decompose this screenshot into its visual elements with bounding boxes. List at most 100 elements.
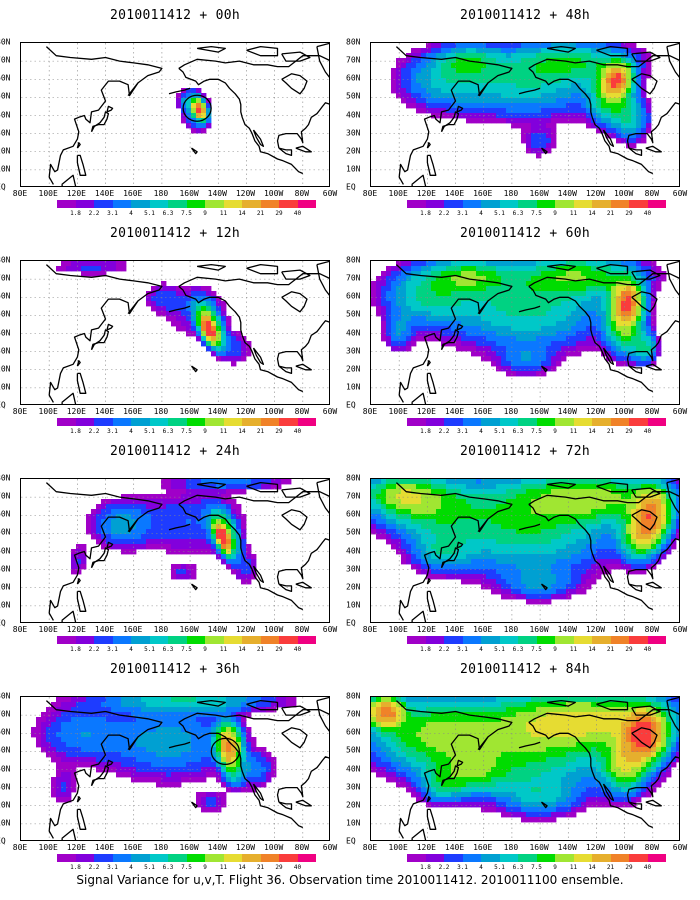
lon-tick-label: 80W	[644, 189, 660, 198]
coastline	[546, 263, 576, 271]
colorbar-swatch	[260, 200, 279, 208]
colorbar-swatch	[297, 418, 316, 426]
coastline	[278, 583, 293, 593]
colorbar-swatch	[444, 200, 463, 208]
colorbar-swatch	[425, 636, 444, 644]
colorbar-swatch	[279, 636, 298, 644]
lat-tick-label: 30N	[346, 346, 361, 356]
colorbar-swatch	[279, 418, 298, 426]
lon-tick-label: 80E	[12, 407, 28, 416]
colorbar-swatch	[112, 636, 131, 644]
lon-tick-label: 80W	[294, 407, 310, 416]
colorbar-label: 5.1	[494, 428, 505, 435]
colorbar-swatch	[75, 636, 94, 644]
map-canvas	[21, 261, 329, 404]
colorbar-label: 9	[203, 428, 207, 435]
lon-tick-label: 100E	[388, 189, 408, 198]
colorbar-swatch	[462, 854, 481, 862]
colorbar-swatch	[647, 854, 666, 862]
coastline	[61, 610, 77, 622]
colorbar-swatch	[168, 200, 187, 208]
coastline	[440, 547, 460, 569]
colorbar-label: 14	[238, 428, 246, 435]
coastline	[246, 263, 279, 275]
coastline	[127, 82, 139, 96]
coastline	[626, 538, 679, 585]
lon-tick-label: 160E	[123, 407, 143, 416]
colorbar-swatch	[242, 854, 261, 862]
coastline	[252, 129, 265, 147]
coastline	[626, 756, 679, 803]
lon-tick-label: 120W	[235, 625, 256, 634]
lon-tick-label: 120E	[416, 625, 436, 634]
lon-tick-label: 60W	[672, 843, 688, 852]
lon-tick-label: 140W	[557, 407, 577, 416]
colorbar-swatch	[205, 200, 224, 208]
coastline	[440, 329, 460, 351]
coastline	[190, 583, 198, 591]
lon-tick-label: 100E	[388, 843, 408, 852]
coastline	[626, 102, 679, 149]
lon-tick-label: 100E	[388, 625, 408, 634]
coastline	[295, 581, 312, 589]
lon-tick-label: 80W	[294, 625, 310, 634]
coastline	[602, 565, 615, 583]
lon-tick-label: 100W	[263, 843, 284, 852]
colorbar-label: 3.1	[457, 864, 468, 871]
colorbar-swatch	[57, 636, 76, 644]
lon-tick-label: 80W	[644, 407, 660, 416]
lon-tick-label: 160W	[529, 189, 549, 198]
colorbar-swatch	[573, 200, 592, 208]
colorbar-label: 11	[219, 210, 228, 217]
coastline	[645, 581, 662, 589]
coastline	[178, 67, 304, 175]
colorbar-label: 3.1	[107, 428, 118, 435]
lon-tick-label: 80E	[362, 625, 378, 634]
lat-tick-label: EQ	[0, 836, 6, 846]
colorbar-swatch	[573, 418, 592, 426]
colorbar-label: 11	[569, 210, 578, 217]
lon-tick-label: 140W	[207, 407, 227, 416]
lat-tick-label: 70N	[0, 709, 11, 719]
colorbar-label: 40	[293, 210, 302, 217]
colorbar-label: 14	[588, 428, 596, 435]
colorbar-label: 4	[479, 210, 483, 217]
lon-tick-label: 140W	[207, 189, 227, 198]
lat-tick-label: 20N	[0, 582, 11, 592]
lat-tick-label: 80N	[0, 473, 11, 483]
coastline	[411, 392, 427, 404]
coastline	[281, 73, 308, 95]
colorbar-label: 40	[293, 428, 302, 435]
lat-tick-label: 80N	[346, 255, 361, 265]
lon-tick-label: 160E	[473, 189, 493, 198]
lon-tick-label: 100W	[613, 189, 634, 198]
coastline	[252, 565, 265, 583]
lat-tick-label: 40N	[346, 546, 361, 555]
coastline	[528, 709, 679, 723]
colorbar-label: 6.3	[512, 210, 524, 217]
colorbar-swatch	[75, 418, 94, 426]
colorbar-label: 6.3	[512, 864, 524, 871]
colorbar-swatch	[168, 636, 187, 644]
coastline	[178, 55, 329, 69]
colorbar-label: 29	[275, 210, 283, 217]
lat-tick-label: 60N	[0, 73, 11, 83]
colorbar-swatch	[131, 854, 150, 862]
colorbar-swatch	[131, 200, 150, 208]
coastline	[426, 808, 437, 830]
colorbar-label: 3.1	[107, 864, 118, 871]
colorbar-label: 11	[569, 428, 578, 435]
lon-tick-label: 120W	[585, 189, 606, 198]
colorbar-swatch	[444, 636, 463, 644]
coastline	[246, 481, 279, 493]
coastline	[411, 610, 427, 622]
colorbar-swatch	[205, 854, 224, 862]
variance-map	[20, 260, 330, 405]
coastline	[90, 547, 110, 569]
coastline	[45, 482, 163, 621]
coastline	[190, 801, 198, 809]
coastline	[246, 699, 279, 711]
lat-tick-label: EQ	[346, 400, 356, 410]
colorbar-swatch	[573, 854, 592, 862]
coastline	[281, 705, 311, 716]
